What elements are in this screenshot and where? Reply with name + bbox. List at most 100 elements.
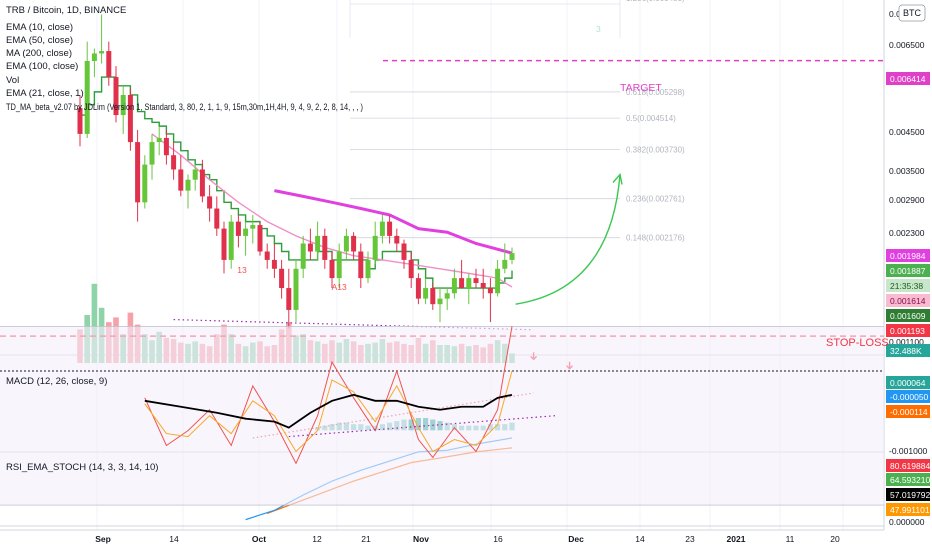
- price-badge-label: 0.001984: [890, 251, 926, 261]
- time-tick-label: 20: [830, 534, 840, 544]
- time-tick-label: 16: [493, 534, 503, 544]
- price-badge-label: 0.001193: [890, 326, 925, 336]
- candle-body: [286, 288, 292, 310]
- time-tick-label: 14: [635, 534, 645, 544]
- currency-badge-label: BTC: [903, 8, 922, 18]
- rsi-badge: [886, 488, 930, 501]
- candle-body: [113, 77, 119, 116]
- candle-body: [171, 155, 177, 170]
- candle-body: [199, 169, 205, 197]
- time-tick-label: 11: [786, 534, 795, 544]
- price-badge: [886, 324, 930, 337]
- fib-label: 0.618(0.005298): [626, 88, 685, 97]
- price-tick-label: 0.002300: [889, 228, 925, 238]
- macd-badge-label: -0.000114: [890, 407, 928, 417]
- rsi-title: RSI_EMA_STOCH (14, 3, 3, 14, 10): [6, 462, 158, 473]
- price-badge: [886, 279, 930, 292]
- candle-body: [401, 243, 407, 260]
- time-tick-label: 14: [169, 534, 179, 544]
- indicator-label: Vol: [6, 75, 19, 86]
- time-tick-label: Dec: [568, 534, 584, 544]
- candle-body: [480, 283, 486, 289]
- candle-body: [451, 278, 457, 294]
- ma-200-line: [274, 189, 513, 255]
- candle-body: [430, 288, 436, 305]
- candle-body: [271, 259, 277, 269]
- candle-body: [343, 235, 349, 252]
- indicator-label: EMA (21, close, 1): [6, 88, 84, 99]
- rsi-band: [0, 326, 884, 506]
- price-badge: [886, 294, 930, 307]
- candle-body: [444, 293, 450, 299]
- time-tick-label: Nov: [413, 534, 429, 544]
- candle-body: [149, 142, 155, 165]
- time-tick-label: Oct: [252, 534, 266, 544]
- indicator-label: EMA (10, close): [6, 22, 73, 33]
- rsi-badge: [886, 459, 930, 472]
- candle-body: [315, 235, 321, 252]
- candle-body: [495, 268, 501, 294]
- candle-body: [473, 278, 479, 284]
- macd-badge: [886, 405, 930, 418]
- candle-body: [351, 235, 357, 252]
- candle-body: [135, 142, 141, 203]
- candle-body: [437, 298, 443, 305]
- currency-badge[interactable]: [898, 4, 926, 22]
- macd-badge-label: -0.000050: [890, 392, 929, 402]
- price-tick-label: 0.006500: [889, 40, 925, 50]
- price-badge: [886, 344, 930, 357]
- rsi-line: [144, 393, 513, 429]
- candle-body: [408, 259, 414, 279]
- candle-body: [178, 169, 184, 191]
- candle-body: [279, 268, 285, 289]
- rsi-badge-label: 64.593210: [890, 475, 930, 485]
- macd-title: MACD (12, 26, close, 9): [6, 376, 107, 387]
- fib-label: 1.236(0.009403): [626, 0, 685, 3]
- candlesticks: [77, 14, 515, 329]
- candle-body: [127, 94, 133, 143]
- candle-body: [415, 278, 421, 299]
- stoch-k-line: [144, 326, 513, 465]
- candle-body: [264, 251, 270, 260]
- candle-body: [487, 288, 493, 294]
- rsi-tick-label: 0.000000: [889, 517, 925, 527]
- candle-body: [423, 288, 429, 299]
- indicator-label: EMA (100, close): [6, 61, 78, 72]
- price-tick-label: 0.001100: [889, 337, 924, 347]
- price-badge-label: 0.006414: [890, 74, 926, 84]
- time-tick-label: 12: [312, 534, 322, 544]
- candle-body: [394, 235, 400, 244]
- candle-body: [228, 221, 234, 260]
- macd-badge-label: 0.000064: [890, 378, 926, 388]
- price-badge-label: 32.488K: [890, 346, 922, 356]
- price-tick-label: 0.002900: [889, 195, 925, 205]
- candle-body: [163, 137, 169, 156]
- td-label: A13: [332, 282, 347, 292]
- candle-body: [293, 268, 299, 310]
- candle-body: [142, 164, 148, 203]
- candle-body: [214, 208, 220, 229]
- price-badge: [886, 249, 930, 262]
- indicator-label: MA (200, close): [6, 48, 72, 59]
- candle-body: [509, 253, 515, 260]
- price-badge-label: 21:35:38: [890, 281, 923, 291]
- candle-body: [358, 251, 364, 279]
- indicator-label: EMA (50, close): [6, 35, 73, 46]
- price-tick-label: 0.003500: [889, 166, 925, 176]
- candle-body: [221, 228, 227, 260]
- candle-body: [365, 259, 371, 279]
- candle-body: [120, 94, 126, 116]
- candle-body: [307, 243, 313, 252]
- candle-body: [379, 221, 385, 236]
- candle-body: [192, 169, 198, 180]
- candle-body: [466, 278, 472, 289]
- time-tick-label: Sep: [95, 534, 111, 544]
- fib-label: 0.382(0.003730): [626, 145, 685, 154]
- price-badge-label: 0.001614: [890, 296, 926, 306]
- price-tick-label: 0.004500: [889, 127, 925, 137]
- target-label: TARGET: [620, 82, 662, 94]
- td-label: 3: [596, 24, 601, 34]
- axes: 0.0080000.0065000.0045000.0035000.002900…: [95, 9, 930, 544]
